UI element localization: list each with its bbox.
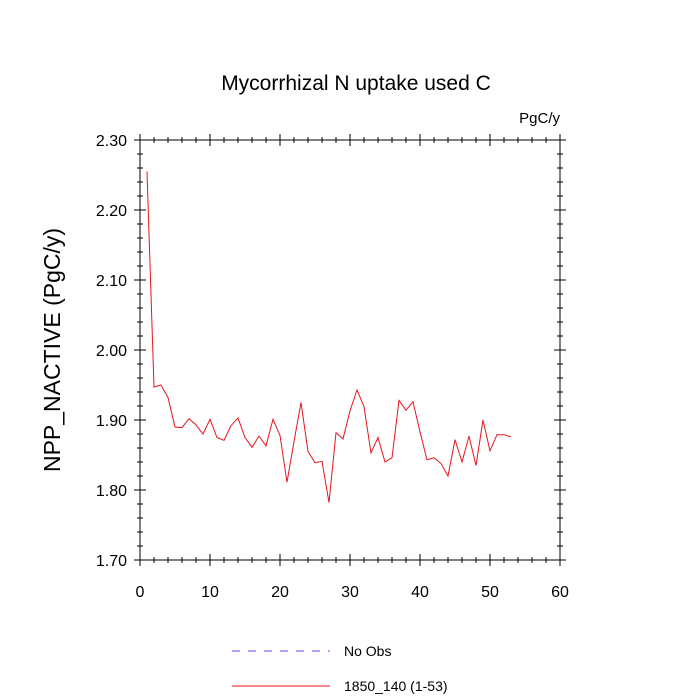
y-tick-label: 2.00 (96, 343, 127, 360)
legend-label-no-obs: No Obs (344, 643, 391, 659)
series-line-0 (146, 171, 512, 503)
x-tick-label: 0 (136, 584, 145, 601)
x-tick-label: 10 (201, 584, 219, 601)
y-axis-label: NPP_NACTIVE (PgC/y) (39, 228, 65, 472)
y-tick-label: 1.80 (96, 483, 127, 500)
x-tick-label: 60 (551, 584, 569, 601)
legend: No Obs 1850_140 (1-53) (232, 643, 448, 694)
y-tick-label: 2.30 (96, 133, 127, 150)
axis-ticks (134, 134, 566, 566)
y-tick-label: 1.70 (96, 553, 127, 570)
x-tick-label: 50 (481, 584, 499, 601)
y-tick-label: 2.10 (96, 273, 127, 290)
chart-title: Mycorrhizal N uptake used C (221, 72, 491, 95)
series-layer (146, 171, 512, 503)
x-tick-label: 20 (271, 584, 289, 601)
units-label: PgC/y (519, 110, 560, 127)
legend-label-series: 1850_140 (1-53) (344, 678, 448, 694)
axis-tick-labels: 0 10 20 30 40 50 60 1.70 1.80 1.90 2.00 2.10 2.20 2.3… (96, 133, 569, 601)
plot-frame (139, 139, 561, 561)
x-tick-label: 40 (411, 584, 429, 601)
y-tick-label: 2.20 (96, 203, 127, 220)
y-tick-label: 1.90 (96, 413, 127, 430)
x-tick-label: 30 (341, 584, 359, 601)
